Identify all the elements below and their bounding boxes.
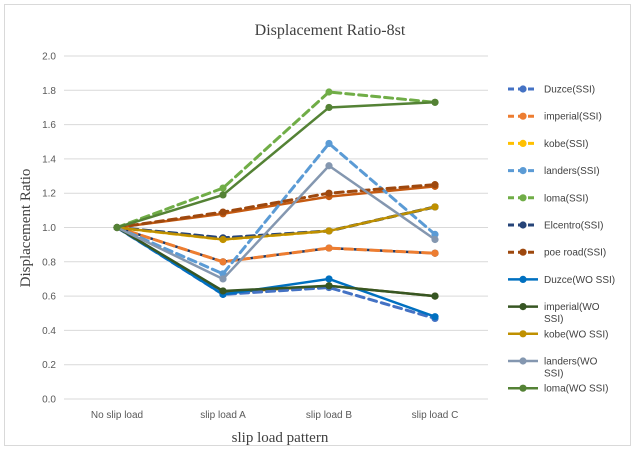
x-tick-label: slip load B [306, 410, 352, 421]
y-tick-label: 1.2 [42, 189, 56, 200]
legend-swatch-marker [519, 167, 527, 175]
series-10-point [219, 275, 227, 283]
legend-swatch-marker [519, 330, 527, 338]
chart-title: Displacement Ratio-8st [255, 22, 406, 39]
legend-swatch-marker [519, 275, 527, 283]
legend-label: landers(SSI) [544, 166, 600, 177]
series-10-point [325, 162, 333, 170]
series-10-line [115, 164, 437, 281]
series-0-line [115, 226, 437, 320]
legend-label: kobe(WO SSI) [544, 329, 608, 340]
y-tick-label: 1.6 [42, 120, 56, 131]
y-axis-ticks: 0.0 0.2 0.4 0.6 0.8 1.0 1.2 1.4 1.6 1.8 2.0 [42, 52, 56, 406]
x-axis-ticks: No slip load slip load A slip load B slip l… [91, 410, 458, 421]
series-4-point [325, 88, 333, 96]
series-6-point [219, 208, 227, 216]
y-tick-label: 1.4 [42, 154, 56, 165]
series-1-point [325, 244, 333, 252]
legend-swatch-marker [519, 221, 527, 229]
series-11-point [325, 103, 333, 112]
series-11-point [219, 191, 227, 199]
series-11-point [431, 98, 439, 106]
series-8-point [219, 287, 227, 295]
series-9-point [219, 235, 227, 244]
y-tick-label: 0.6 [42, 292, 56, 303]
series-9-line [115, 205, 437, 241]
legend-label: Elcentro(SSI) [544, 221, 603, 232]
legend-label-continued: SSI) [544, 369, 563, 380]
series-6-point [431, 181, 439, 189]
legend-label: imperial(WO [544, 302, 600, 313]
series-4-point [219, 184, 227, 192]
legend-swatch-marker [519, 248, 527, 256]
legend-label: loma(WO SSI) [544, 384, 608, 395]
series-11-point [113, 223, 121, 232]
series-6-point [325, 189, 333, 197]
legend-label: Duzce(SSI) [544, 85, 595, 96]
series-11-line [115, 101, 437, 229]
series-9-point [325, 227, 333, 235]
series-4-line [115, 90, 437, 229]
series-7-point [431, 313, 439, 321]
x-tick-label: No slip load [91, 410, 143, 421]
legend-swatch-marker [519, 194, 527, 202]
series-9-point [431, 203, 439, 211]
legend-label: loma(SSI) [544, 193, 588, 204]
y-tick-label: 0.4 [42, 326, 56, 337]
y-tick-label: 1.8 [42, 86, 56, 97]
series-6-line [115, 183, 437, 229]
legend: Duzce(SSI) imperial(SSI) kobe(SSI) landers(… [508, 85, 615, 395]
y-tick-label: 2.0 [42, 52, 56, 63]
series-3-point [325, 139, 333, 148]
legend-swatch-marker [519, 85, 527, 93]
series-lines [113, 88, 439, 322]
series-8-point [325, 282, 333, 290]
series-3-point [431, 230, 439, 238]
legend-label: poe road(SSI) [544, 248, 606, 259]
series-8-line [115, 226, 437, 298]
legend-swatch-marker [519, 384, 527, 392]
legend-label: landers(WO [544, 357, 598, 368]
x-tick-label: slip load C [412, 410, 459, 421]
y-tick-label: 0.2 [42, 360, 56, 371]
legend-swatch-marker [519, 112, 527, 120]
y-axis-title: Displacement Ratio [18, 169, 34, 288]
y-tick-label: 1.0 [42, 223, 56, 234]
series-8-point [431, 292, 439, 300]
legend-label-continued: SSI) [544, 314, 563, 325]
x-tick-label: slip load A [200, 410, 246, 421]
series-1-point [219, 258, 227, 266]
legend-label: imperial(SSI) [544, 112, 602, 123]
legend-label: kobe(SSI) [544, 139, 588, 150]
series-10-point [431, 235, 439, 244]
legend-label: Duzce(WO SSI) [544, 275, 615, 286]
series-7-point [325, 275, 333, 283]
series-1-line [115, 226, 437, 264]
series-1-point [431, 249, 439, 257]
legend-swatch-marker [519, 139, 527, 147]
y-tick-label: 0.0 [42, 395, 56, 406]
legend-swatch-marker [519, 357, 527, 365]
x-axis-title: slip load pattern [232, 430, 329, 446]
series-7-line [115, 226, 437, 318]
y-tick-label: 0.8 [42, 257, 56, 268]
legend-swatch-marker [519, 303, 527, 311]
